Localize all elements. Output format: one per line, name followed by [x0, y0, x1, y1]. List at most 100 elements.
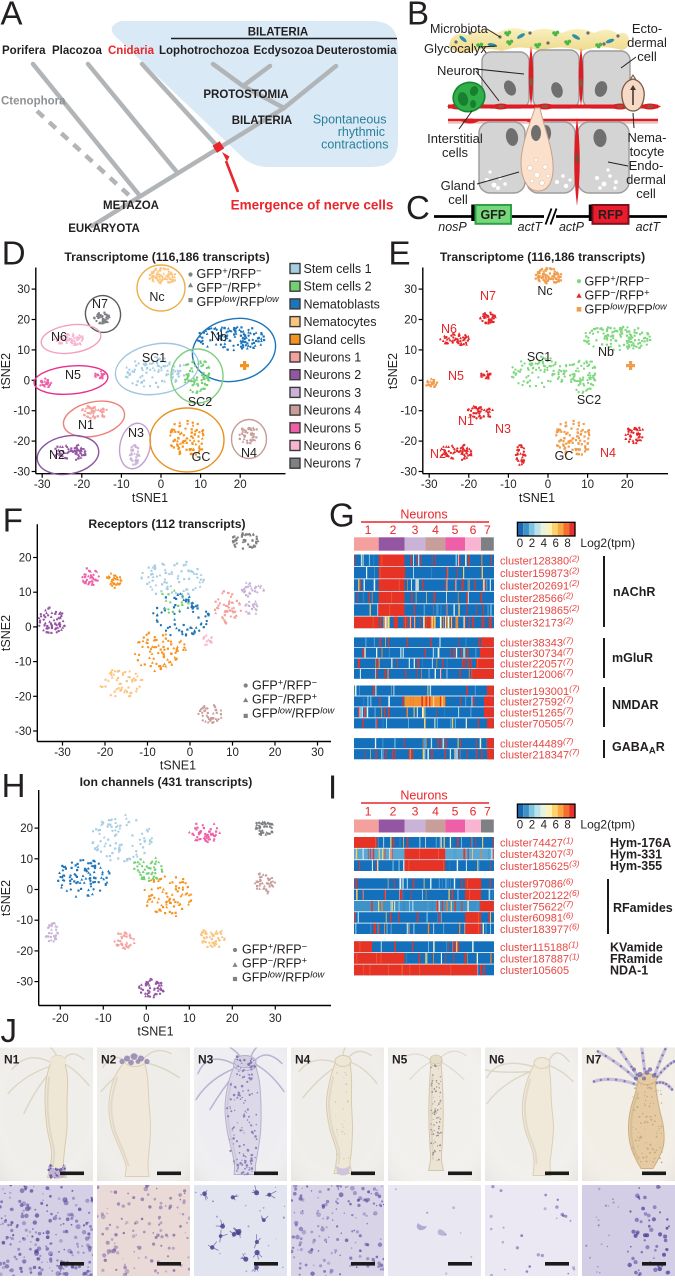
svg-text:30: 30 [311, 747, 324, 759]
svg-text:6: 6 [552, 538, 558, 550]
svg-text:4: 4 [432, 805, 439, 819]
svg-text:N6: N6 [441, 322, 457, 336]
svg-text:Cnidaria: Cnidaria [108, 45, 155, 57]
svg-text:-10: -10 [500, 479, 517, 491]
svg-text:GFP−/RFP+: GFP−/RFP+ [252, 692, 317, 707]
svg-text:Neurons 5: Neurons 5 [304, 421, 362, 435]
svg-text:Lophotrochozoa: Lophotrochozoa [159, 45, 250, 57]
svg-text:30: 30 [404, 284, 417, 296]
svg-text:-10: -10 [16, 915, 33, 927]
svg-text:N3: N3 [198, 1053, 214, 1067]
svg-text:2: 2 [529, 820, 535, 832]
svg-text:cluster193001(7): cluster193001(7) [500, 684, 580, 698]
svg-text:10: 10 [226, 747, 239, 759]
svg-text:Transcriptome (116,186 transcr: Transcriptome (116,186 transcripts) [440, 250, 645, 264]
svg-text:Neurons 2: Neurons 2 [304, 368, 362, 382]
svg-text:cluster218347(7): cluster218347(7) [500, 747, 580, 761]
svg-text:N5: N5 [65, 368, 81, 382]
svg-text:Porifera: Porifera [2, 45, 46, 57]
svg-text:cluster51265(7): cluster51265(7) [500, 705, 574, 719]
svg-text:0: 0 [25, 622, 31, 634]
svg-text:GFP+/RFP−: GFP+/RFP− [252, 678, 318, 693]
svg-text:GFP−/RFP+: GFP−/RFP+ [585, 288, 650, 303]
svg-text:RFamides: RFamides [613, 901, 673, 915]
svg-text:cluster202122(6): cluster202122(6) [500, 888, 580, 902]
svg-text:Neurons 1: Neurons 1 [304, 351, 362, 365]
svg-text:cluster30734(7): cluster30734(7) [500, 646, 574, 660]
svg-text:-10: -10 [400, 406, 417, 418]
svg-text:G: G [329, 497, 355, 534]
svg-text:2: 2 [390, 523, 397, 537]
svg-text:-20: -20 [15, 691, 32, 703]
svg-text:BILATERIA: BILATERIA [248, 27, 308, 39]
svg-text:cell: cell [448, 192, 468, 207]
svg-text:Neurons 7: Neurons 7 [304, 457, 362, 471]
svg-text:-10: -10 [95, 1013, 112, 1025]
svg-text:N7: N7 [586, 1053, 602, 1067]
svg-text:2: 2 [529, 538, 535, 550]
svg-text:-30: -30 [13, 467, 30, 479]
svg-text:actT: actT [636, 220, 662, 234]
svg-text:Microbiota: Microbiota [430, 22, 488, 36]
svg-text:N6: N6 [51, 330, 67, 344]
svg-text:cluster44489(7): cluster44489(7) [500, 736, 574, 750]
svg-text:Nb: Nb [598, 345, 614, 359]
svg-text:cluster159873(2): cluster159873(2) [500, 566, 580, 580]
svg-text:rhythmic: rhythmic [338, 125, 385, 139]
svg-text:-20: -20 [400, 436, 417, 448]
svg-text:cluster187887(1): cluster187887(1) [500, 951, 580, 965]
svg-text:cluster74427(1): cluster74427(1) [500, 835, 574, 849]
svg-text:1: 1 [365, 523, 372, 537]
svg-text:N1: N1 [458, 414, 474, 428]
svg-text:N1: N1 [78, 418, 94, 432]
svg-text:20: 20 [20, 823, 33, 835]
svg-text:Receptors (112 transcripts): Receptors (112 transcripts) [88, 517, 245, 531]
svg-text:0: 0 [411, 375, 417, 387]
svg-text:cluster22057(7): cluster22057(7) [500, 656, 574, 670]
svg-text:5: 5 [452, 523, 459, 537]
svg-text:GFP+/RFP−: GFP+/RFP− [242, 942, 308, 957]
svg-text:RFP: RFP [598, 208, 623, 222]
svg-text:Placozoa: Placozoa [52, 45, 102, 57]
svg-text:0: 0 [158, 479, 164, 491]
svg-text:Neurons: Neurons [400, 508, 447, 522]
svg-text:0: 0 [27, 885, 33, 897]
svg-text:-10: -10 [113, 479, 130, 491]
svg-text:Gland cells: Gland cells [304, 333, 366, 347]
svg-text:tSNE2: tSNE2 [386, 353, 400, 389]
svg-text:N7: N7 [92, 297, 108, 311]
svg-text:GFPlow/RFPlow: GFPlow/RFPlow [242, 970, 326, 985]
svg-text:N1: N1 [4, 1053, 20, 1067]
svg-text:tSNE1: tSNE1 [519, 491, 555, 505]
svg-text:Neurons 4: Neurons 4 [304, 404, 362, 418]
svg-text:tSNE1: tSNE1 [137, 1025, 173, 1039]
svg-text:tSNE2: tSNE2 [0, 353, 13, 389]
svg-text:Hym-176A: Hym-176A [610, 836, 671, 850]
svg-text:-20: -20 [13, 436, 30, 448]
svg-text:B: B [407, 0, 429, 32]
svg-text:N4: N4 [241, 446, 257, 460]
svg-text:C: C [406, 189, 430, 226]
svg-text:METAZOA: METAZOA [103, 200, 159, 212]
svg-text:0: 0 [24, 375, 30, 387]
svg-text:Deuterostomia: Deuterostomia [316, 45, 397, 57]
svg-text:dermal: dermal [627, 35, 667, 50]
svg-text:cluster185625(3): cluster185625(3) [500, 859, 580, 873]
svg-text:FRamide: FRamide [610, 952, 663, 966]
svg-text:-30: -30 [34, 479, 51, 491]
svg-text:N2: N2 [430, 447, 446, 461]
svg-text:10: 10 [19, 587, 32, 599]
svg-text:tSNE1: tSNE1 [132, 491, 168, 505]
svg-text:Gland: Gland [441, 178, 476, 193]
svg-text:GFP+/RFP−: GFP+/RFP− [197, 266, 263, 281]
svg-text:cluster60981(6): cluster60981(6) [500, 910, 574, 924]
svg-text:N4: N4 [295, 1053, 311, 1067]
svg-text:Glycocalyx: Glycocalyx [424, 41, 487, 56]
svg-text:N3: N3 [128, 426, 144, 440]
svg-text:GC: GC [192, 450, 211, 464]
svg-text:20: 20 [404, 315, 417, 327]
svg-text:cluster38343(7): cluster38343(7) [500, 635, 574, 649]
svg-text:10: 10 [581, 479, 594, 491]
svg-text:Nematocytes: Nematocytes [304, 315, 377, 329]
svg-text:-20: -20 [97, 747, 114, 759]
